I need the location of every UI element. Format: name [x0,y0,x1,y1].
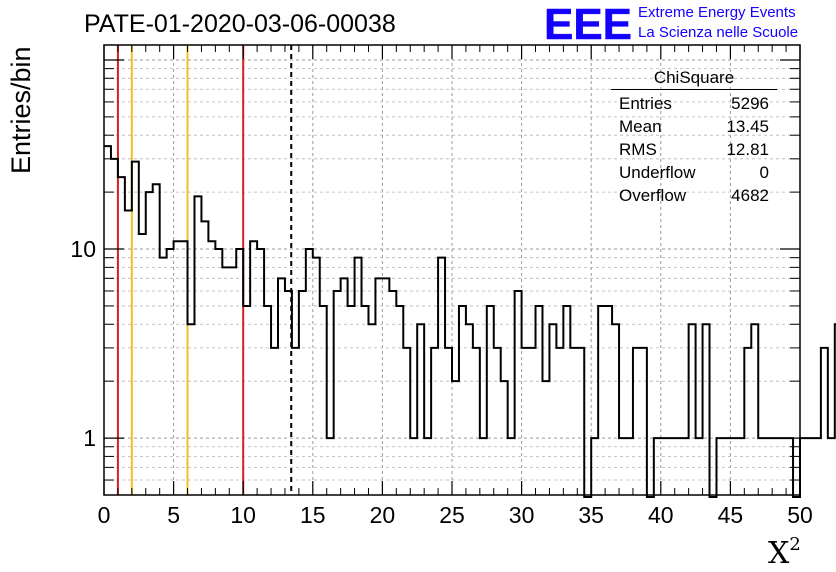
stats-label: RMS [619,140,657,159]
stats-row-rms: RMS 12.81 [611,138,777,161]
x-tick-label: 0 [98,502,111,528]
x-tick-label: 5 [167,502,180,528]
x-tick-label: 10 [230,502,256,528]
stats-box: ChiSquare Entries 5296 Mean 13.45 RMS 12.81… [611,67,777,207]
stats-value: 0 [759,163,769,182]
stats-value: 13.45 [726,117,769,136]
stats-divider [611,89,777,90]
y-axis-label: Entries/bin [6,46,36,174]
x-tick-label: 45 [718,502,744,528]
axis-ticks [103,45,801,495]
logo-line-1: Extreme Energy Events [638,4,796,21]
stats-row-entries: Entries 5296 [611,92,777,115]
x-tick-label: 50 [787,502,813,528]
stats-label: Entries [619,94,672,113]
stats-row-overflow: Overflow 4682 [611,184,777,207]
marker-lines [116,45,293,495]
stats-label: Overflow [619,186,687,205]
tick-labels: 0 5 10 15 20 25 30 35 40 45 50 1 10 [70,236,812,528]
x-tick-label: 40 [648,502,674,528]
y-tick-label: 10 [70,236,96,262]
y-tick-label: 1 [83,425,96,451]
stats-row-underflow: Underflow 0 [611,161,777,184]
x-axis-label-superscript: 2 [789,534,801,555]
stats-row-mean: Mean 13.45 [611,115,777,138]
logo-text: Extreme Energy Events La Scienza nelle S… [638,3,798,43]
stats-label: Mean [619,117,662,136]
grid-layer [104,45,800,495]
stats-label: Underflow [619,163,696,182]
x-tick-label: 35 [578,502,604,528]
x-axis-label: X2 [768,534,801,571]
x-tick-label: 30 [509,502,535,528]
x-axis-label-base: X [768,536,790,571]
logo-line-2: La Scienza nelle Scuole [638,24,799,41]
x-tick-label: 25 [439,502,465,528]
eee-logo-mark: EEE [544,2,632,42]
stats-title: ChiSquare [653,68,735,87]
eee-logo-icon: EEE [544,2,632,42]
x-tick-label: 15 [300,502,326,528]
stats-value: 12.81 [726,140,769,159]
histogram-line [104,145,836,498]
x-tick-label: 20 [370,502,396,528]
stats-value: 4682 [731,186,769,205]
stats-value: 5296 [731,94,769,113]
chart-title: PATE-01-2020-03-06-00038 [84,10,396,38]
